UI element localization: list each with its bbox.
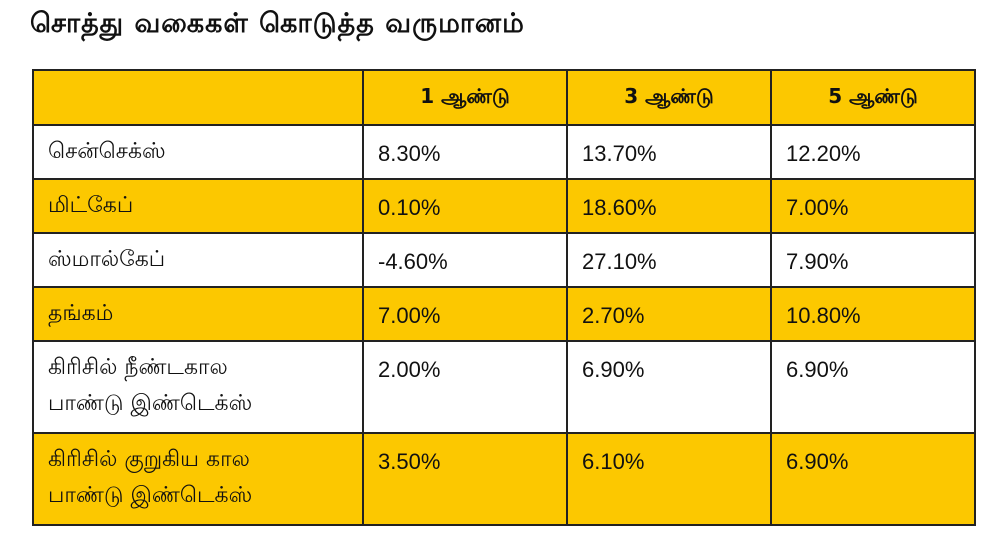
asset-name: ஸ்மால்கேப்	[32, 232, 364, 288]
return-3-year: 27.10%	[566, 232, 772, 288]
asset-name-line-1: கிரிசில் குறுகிய கால	[48, 447, 250, 472]
return-5-year: 6.90%	[770, 340, 976, 434]
return-1-year: -4.60%	[362, 232, 568, 288]
asset-name: கிரிசில் நீண்டகால பாண்டு இண்டெக்ஸ்	[32, 340, 364, 434]
header-5-year: 5 ஆண்டு	[770, 69, 976, 126]
return-3-year: 13.70%	[566, 124, 772, 180]
table-header-row: 1 ஆண்டு 3 ஆண்டு 5 ஆண்டு	[32, 69, 976, 126]
header-3-year: 3 ஆண்டு	[566, 69, 772, 126]
table-row: மிட்கேப் 0.10% 18.60% 7.00%	[32, 178, 976, 234]
table-row: கிரிசில் குறுகிய கால பாண்டு இண்டெக்ஸ் 3.…	[32, 432, 976, 526]
table-row: கிரிசில் நீண்டகால பாண்டு இண்டெக்ஸ் 2.00%…	[32, 340, 976, 434]
asset-name-line-1: கிரிசில் நீண்டகால	[48, 355, 228, 380]
asset-name: தங்கம்	[32, 286, 364, 342]
return-1-year: 0.10%	[362, 178, 568, 234]
returns-table: 1 ஆண்டு 3 ஆண்டு 5 ஆண்டு சென்செக்ஸ் 8.30%…	[32, 69, 976, 526]
return-1-year: 7.00%	[362, 286, 568, 342]
header-1-year: 1 ஆண்டு	[362, 69, 568, 126]
return-5-year: 12.20%	[770, 124, 976, 180]
header-corner-cell	[32, 69, 364, 126]
asset-name: மிட்கேப்	[32, 178, 364, 234]
return-3-year: 6.90%	[566, 340, 772, 434]
return-5-year: 10.80%	[770, 286, 976, 342]
page-title: சொத்து வகைகள் கொடுத்த வருமானம்	[30, 8, 525, 39]
asset-name: கிரிசில் குறுகிய கால பாண்டு இண்டெக்ஸ்	[32, 432, 364, 526]
asset-name-line-2: பாண்டு இண்டெக்ஸ்	[48, 483, 253, 508]
return-3-year: 6.10%	[566, 432, 772, 526]
asset-name: சென்செக்ஸ்	[32, 124, 364, 180]
table-row: தங்கம் 7.00% 2.70% 10.80%	[32, 286, 976, 342]
return-3-year: 18.60%	[566, 178, 772, 234]
return-5-year: 7.00%	[770, 178, 976, 234]
return-1-year: 3.50%	[362, 432, 568, 526]
return-5-year: 6.90%	[770, 432, 976, 526]
table-row: ஸ்மால்கேப் -4.60% 27.10% 7.90%	[32, 232, 976, 288]
asset-name-line-2: பாண்டு இண்டெக்ஸ்	[48, 391, 253, 416]
return-5-year: 7.90%	[770, 232, 976, 288]
table-row: சென்செக்ஸ் 8.30% 13.70% 12.20%	[32, 124, 976, 180]
return-1-year: 8.30%	[362, 124, 568, 180]
return-1-year: 2.00%	[362, 340, 568, 434]
return-3-year: 2.70%	[566, 286, 772, 342]
